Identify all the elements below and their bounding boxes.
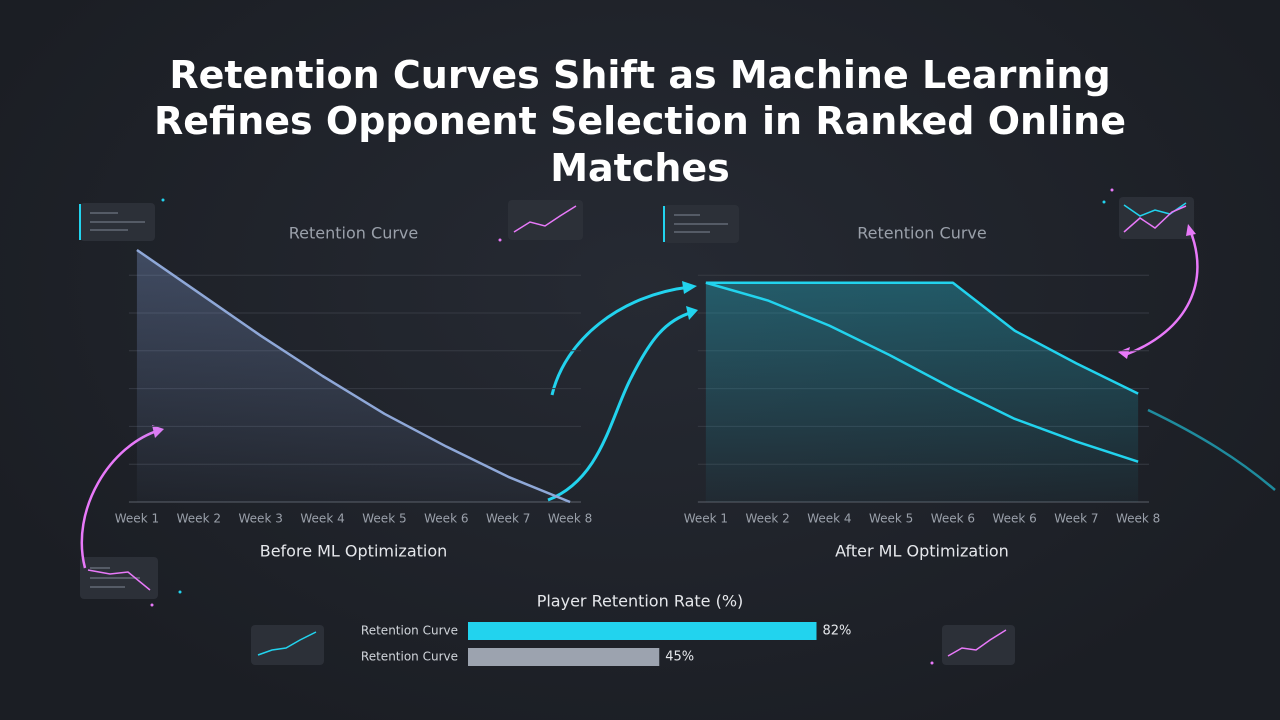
chart-title: Retention Curve [289,224,418,243]
x-tick-label: Week 1 [115,512,159,526]
x-tick-label: Week 8 [1116,512,1160,526]
x-axis-label: After ML Optimization [835,542,1009,561]
x-tick-label: Week 7 [486,512,530,526]
chart-title: Retention Curve [857,224,986,243]
value-label: 82% [823,624,852,639]
x-tick-label: Week 6 [931,512,975,526]
page-title: Retention Curves Shift as Machine Learni… [154,53,1126,190]
line [705,281,1139,395]
area [705,282,1139,502]
x-tick-label: Week 5 [362,512,406,526]
x-tick-label: Week 1 [684,512,728,526]
x-tick-label: Week 4 [807,512,851,526]
x-tick-label: Week 6 [992,512,1036,526]
decor [79,188,1276,665]
bar [468,622,817,640]
x-tick-label: Week 8 [548,512,592,526]
x-tick-label: Week 4 [300,512,344,526]
x-axis-label: Before ML Optimization [260,542,448,561]
line [136,248,571,504]
x-tick-label: Week 2 [745,512,789,526]
x-tick-label: Week 2 [177,512,221,526]
area [136,250,571,502]
value-label: 45% [665,650,694,665]
x-tick-label: Week 5 [869,512,913,526]
y-tick-label: Retention Curve [361,624,458,638]
x-tick-label: Week 6 [424,512,468,526]
line [705,281,1139,463]
chart-title: Player Retention Rate (%) [537,592,744,611]
x-tick-label: Week 7 [1054,512,1098,526]
x-tick-label: Week 3 [239,512,283,526]
y-tick-label: Retention Curve [361,650,458,664]
bar [468,648,660,666]
